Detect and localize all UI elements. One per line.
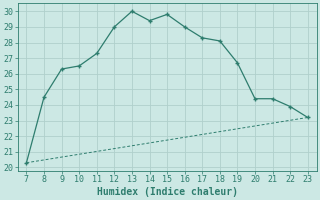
X-axis label: Humidex (Indice chaleur): Humidex (Indice chaleur) [97, 186, 237, 197]
